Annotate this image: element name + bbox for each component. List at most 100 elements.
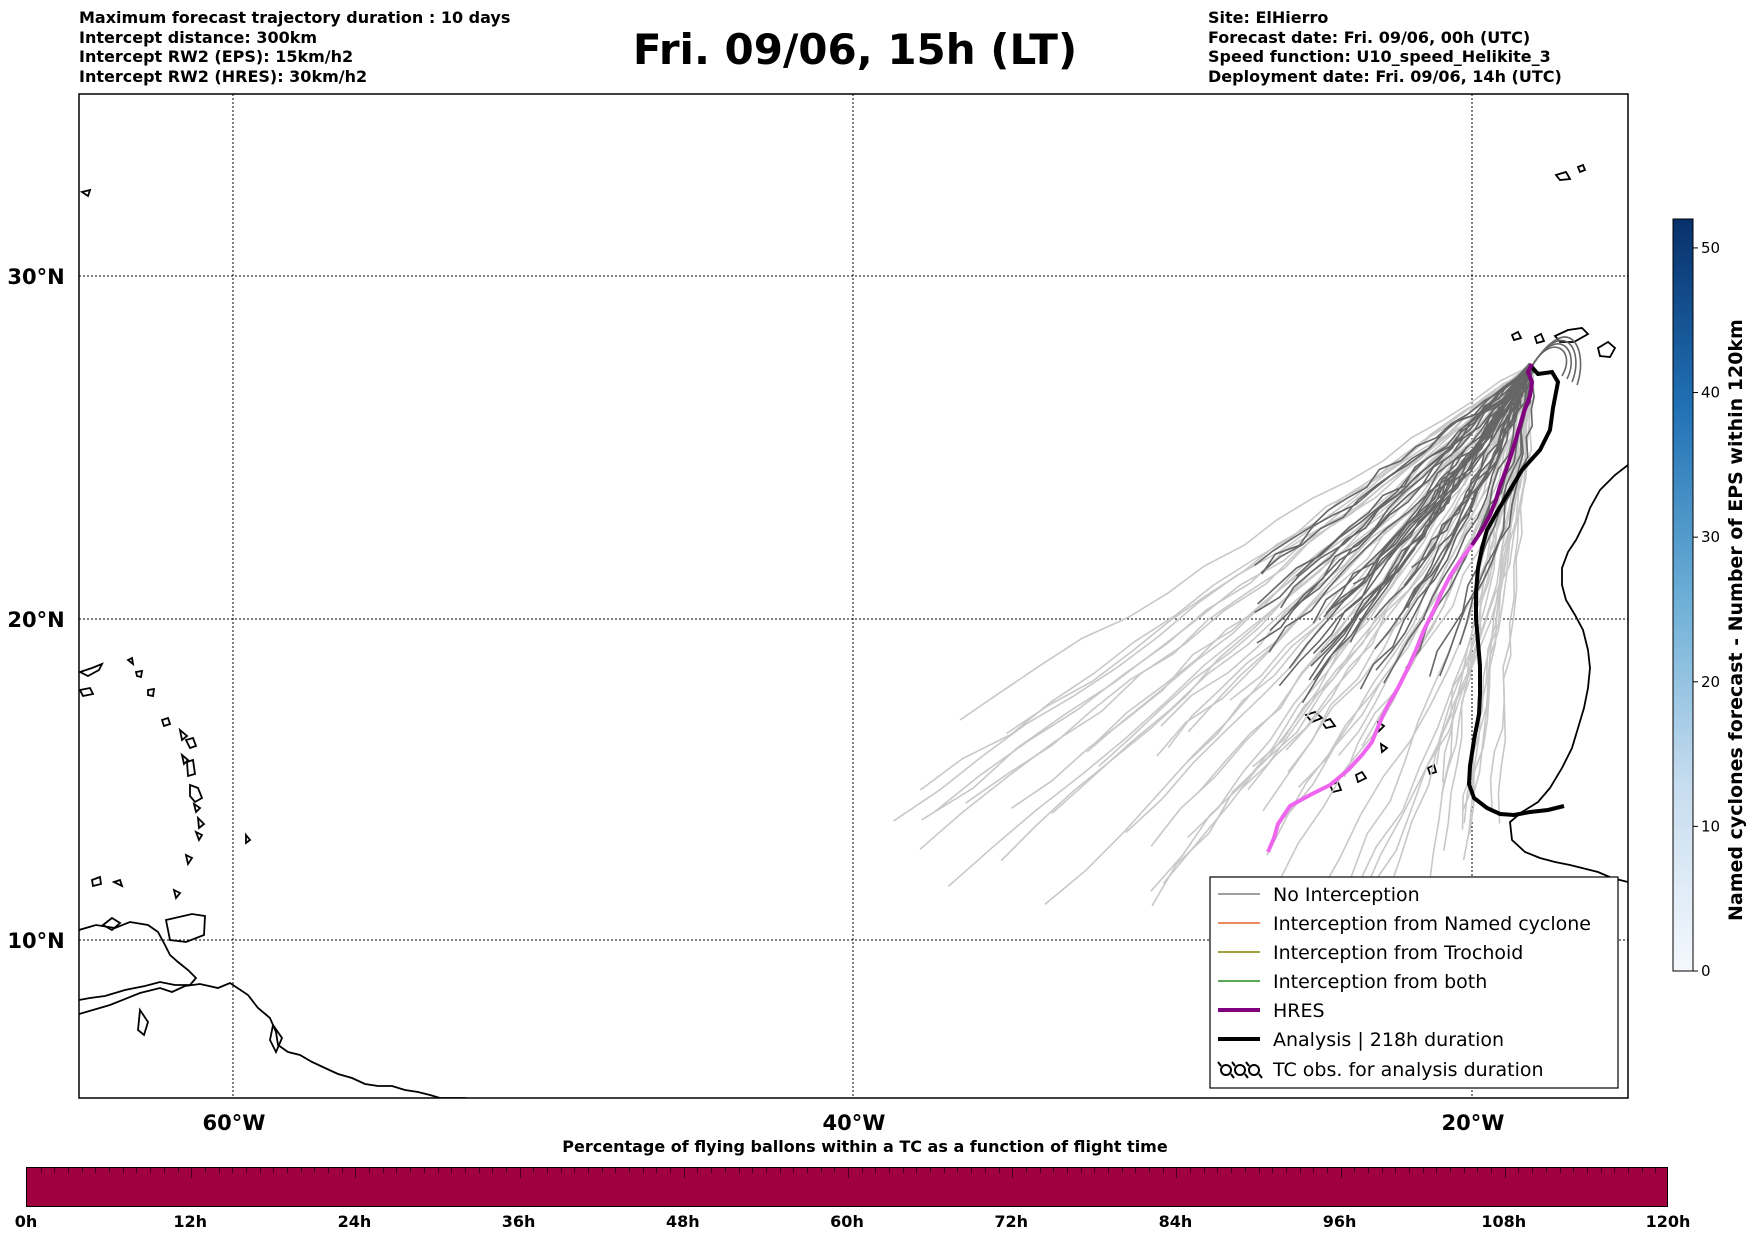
flight-bar-divider bbox=[1532, 1168, 1534, 1173]
antilles-island bbox=[184, 853, 194, 867]
flight-bar-divider bbox=[1381, 1168, 1383, 1173]
ensemble-trajectory bbox=[1489, 365, 1533, 813]
flight-bar-divider bbox=[588, 1168, 590, 1173]
flight-bar-divider bbox=[1053, 1168, 1055, 1173]
ensemble-trajectory bbox=[1374, 366, 1534, 650]
flight-bar-divider bbox=[423, 1168, 425, 1173]
flight-bar-divider bbox=[943, 1168, 945, 1173]
flight-time-bar bbox=[26, 1167, 1668, 1207]
flight-bar-divider bbox=[1463, 1168, 1465, 1173]
ensemble-trajectory bbox=[1462, 367, 1535, 861]
info-line: Maximum forecast trajectory duration : 1… bbox=[79, 8, 511, 27]
flight-bar-divider bbox=[492, 1168, 494, 1173]
flight-bar-divider bbox=[259, 1168, 261, 1173]
ensemble-trajectory bbox=[1044, 365, 1533, 906]
antilles-island bbox=[79, 662, 104, 678]
flight-bar-divider bbox=[834, 1168, 836, 1173]
antilles-island bbox=[196, 815, 206, 830]
flight-bar-divider bbox=[1504, 1168, 1506, 1178]
south-america-coast bbox=[79, 981, 466, 1098]
flight-bar-divider bbox=[451, 1168, 453, 1173]
flight-bar-divider bbox=[191, 1168, 193, 1178]
flight-bar-divider bbox=[1655, 1168, 1657, 1173]
antilles-island bbox=[189, 783, 204, 804]
flight-bar-divider bbox=[820, 1168, 822, 1173]
flight-bar-divider bbox=[1477, 1168, 1479, 1173]
antilles-island bbox=[186, 758, 197, 778]
flight-bar-divider bbox=[984, 1168, 986, 1173]
lon-label-20w: 20°W bbox=[1442, 1111, 1505, 1135]
info-line: Intercept RW2 (HRES): 30km/h2 bbox=[79, 66, 368, 86]
ensemble-trajectory bbox=[1167, 365, 1533, 749]
flight-bar-divider bbox=[396, 1168, 398, 1173]
flight-bar-divider bbox=[642, 1168, 644, 1173]
flight-bar-divider bbox=[300, 1168, 302, 1173]
info-line: Intercept distance: 300km bbox=[79, 27, 318, 47]
flight-bar-divider bbox=[1094, 1168, 1096, 1173]
flight-bar-divider bbox=[177, 1168, 179, 1173]
forecast-parameters: Maximum forecast trajectory duration : 1… bbox=[79, 8, 510, 86]
flight-time-tick: 72h bbox=[994, 1212, 1029, 1231]
ensemble-trajectory bbox=[1459, 363, 1535, 645]
antilles-island bbox=[79, 686, 95, 698]
flight-bar-divider bbox=[273, 1168, 275, 1173]
ensemble-trajectory bbox=[1312, 363, 1531, 681]
flight-time-tick: 48h bbox=[665, 1212, 700, 1231]
flight-bar-divider bbox=[1545, 1168, 1547, 1173]
legend-label: HRES bbox=[1273, 1000, 1325, 1022]
antilles-island bbox=[180, 752, 190, 766]
canary-island bbox=[1533, 332, 1546, 345]
flight-bar-divider bbox=[1107, 1168, 1109, 1173]
legend-box bbox=[1209, 876, 1619, 1089]
flight-bar-divider bbox=[1039, 1168, 1041, 1173]
colorbar-tick-label: 40 bbox=[1701, 384, 1720, 402]
ensemble-trajectory bbox=[1260, 367, 1535, 574]
colorbar-ticks: 0 10 20 30 40 50 bbox=[1693, 239, 1720, 980]
flight-bar-divider bbox=[286, 1168, 288, 1173]
canary-island bbox=[1553, 327, 1590, 343]
ensemble-trajectory bbox=[1256, 364, 1532, 644]
lat-label-20n: 20°N bbox=[7, 608, 64, 632]
ensemble-trajectory bbox=[1253, 366, 1535, 567]
ensemble-trajectory bbox=[1383, 368, 1536, 684]
flight-time-tick: 96h bbox=[1322, 1212, 1357, 1231]
legend-label: TC obs. for analysis duration bbox=[1272, 1059, 1544, 1081]
ensemble-trajectory bbox=[1403, 367, 1535, 586]
flight-bar-divider bbox=[1025, 1168, 1027, 1173]
flight-bar-divider bbox=[1244, 1168, 1246, 1173]
flight-bar-divider bbox=[1586, 1168, 1588, 1173]
flight-bar-divider bbox=[245, 1168, 247, 1173]
flight-bar-divider bbox=[1641, 1168, 1643, 1173]
canary-island bbox=[1596, 340, 1617, 358]
flight-bar-divider bbox=[136, 1168, 138, 1173]
flight-bar-divider bbox=[1436, 1168, 1438, 1173]
flight-bar-divider bbox=[95, 1168, 97, 1173]
flight-bar-divider bbox=[355, 1168, 357, 1178]
lat-label-10n: 10°N bbox=[7, 929, 64, 953]
canary-island bbox=[1510, 330, 1523, 342]
ensemble-trajectory bbox=[1343, 367, 1535, 778]
ensemble-trajectory bbox=[1295, 368, 1536, 577]
flight-bar-divider bbox=[478, 1168, 480, 1173]
flight-bar-divider bbox=[81, 1168, 83, 1173]
cape-verde-island bbox=[1379, 742, 1389, 754]
flight-bar-divider bbox=[1354, 1168, 1356, 1173]
flight-bar-divider bbox=[711, 1168, 713, 1173]
essequibo-coast bbox=[269, 1022, 284, 1055]
venezuela-gulf-coast bbox=[79, 921, 198, 1001]
flight-bar-divider bbox=[875, 1168, 877, 1173]
ensemble-trajectory bbox=[1312, 368, 1536, 624]
flight-bar-divider bbox=[1203, 1168, 1205, 1173]
lon-label-60w: 60°W bbox=[203, 1111, 266, 1135]
colorbar-tick-label: 10 bbox=[1701, 817, 1720, 835]
info-line: Intercept RW2 (EPS): 15km/h2 bbox=[79, 47, 354, 66]
antilles-island bbox=[111, 878, 124, 888]
flight-bar-divider bbox=[341, 1168, 343, 1173]
ensemble-trajectory bbox=[1443, 366, 1534, 851]
africa-coast bbox=[1509, 464, 1628, 883]
flight-bar-divider bbox=[902, 1168, 904, 1173]
flight-bar-divider bbox=[1285, 1168, 1287, 1173]
flight-bar-divider bbox=[1395, 1168, 1397, 1173]
flight-bar-divider bbox=[1627, 1168, 1629, 1173]
flight-bar-divider bbox=[1012, 1168, 1014, 1178]
